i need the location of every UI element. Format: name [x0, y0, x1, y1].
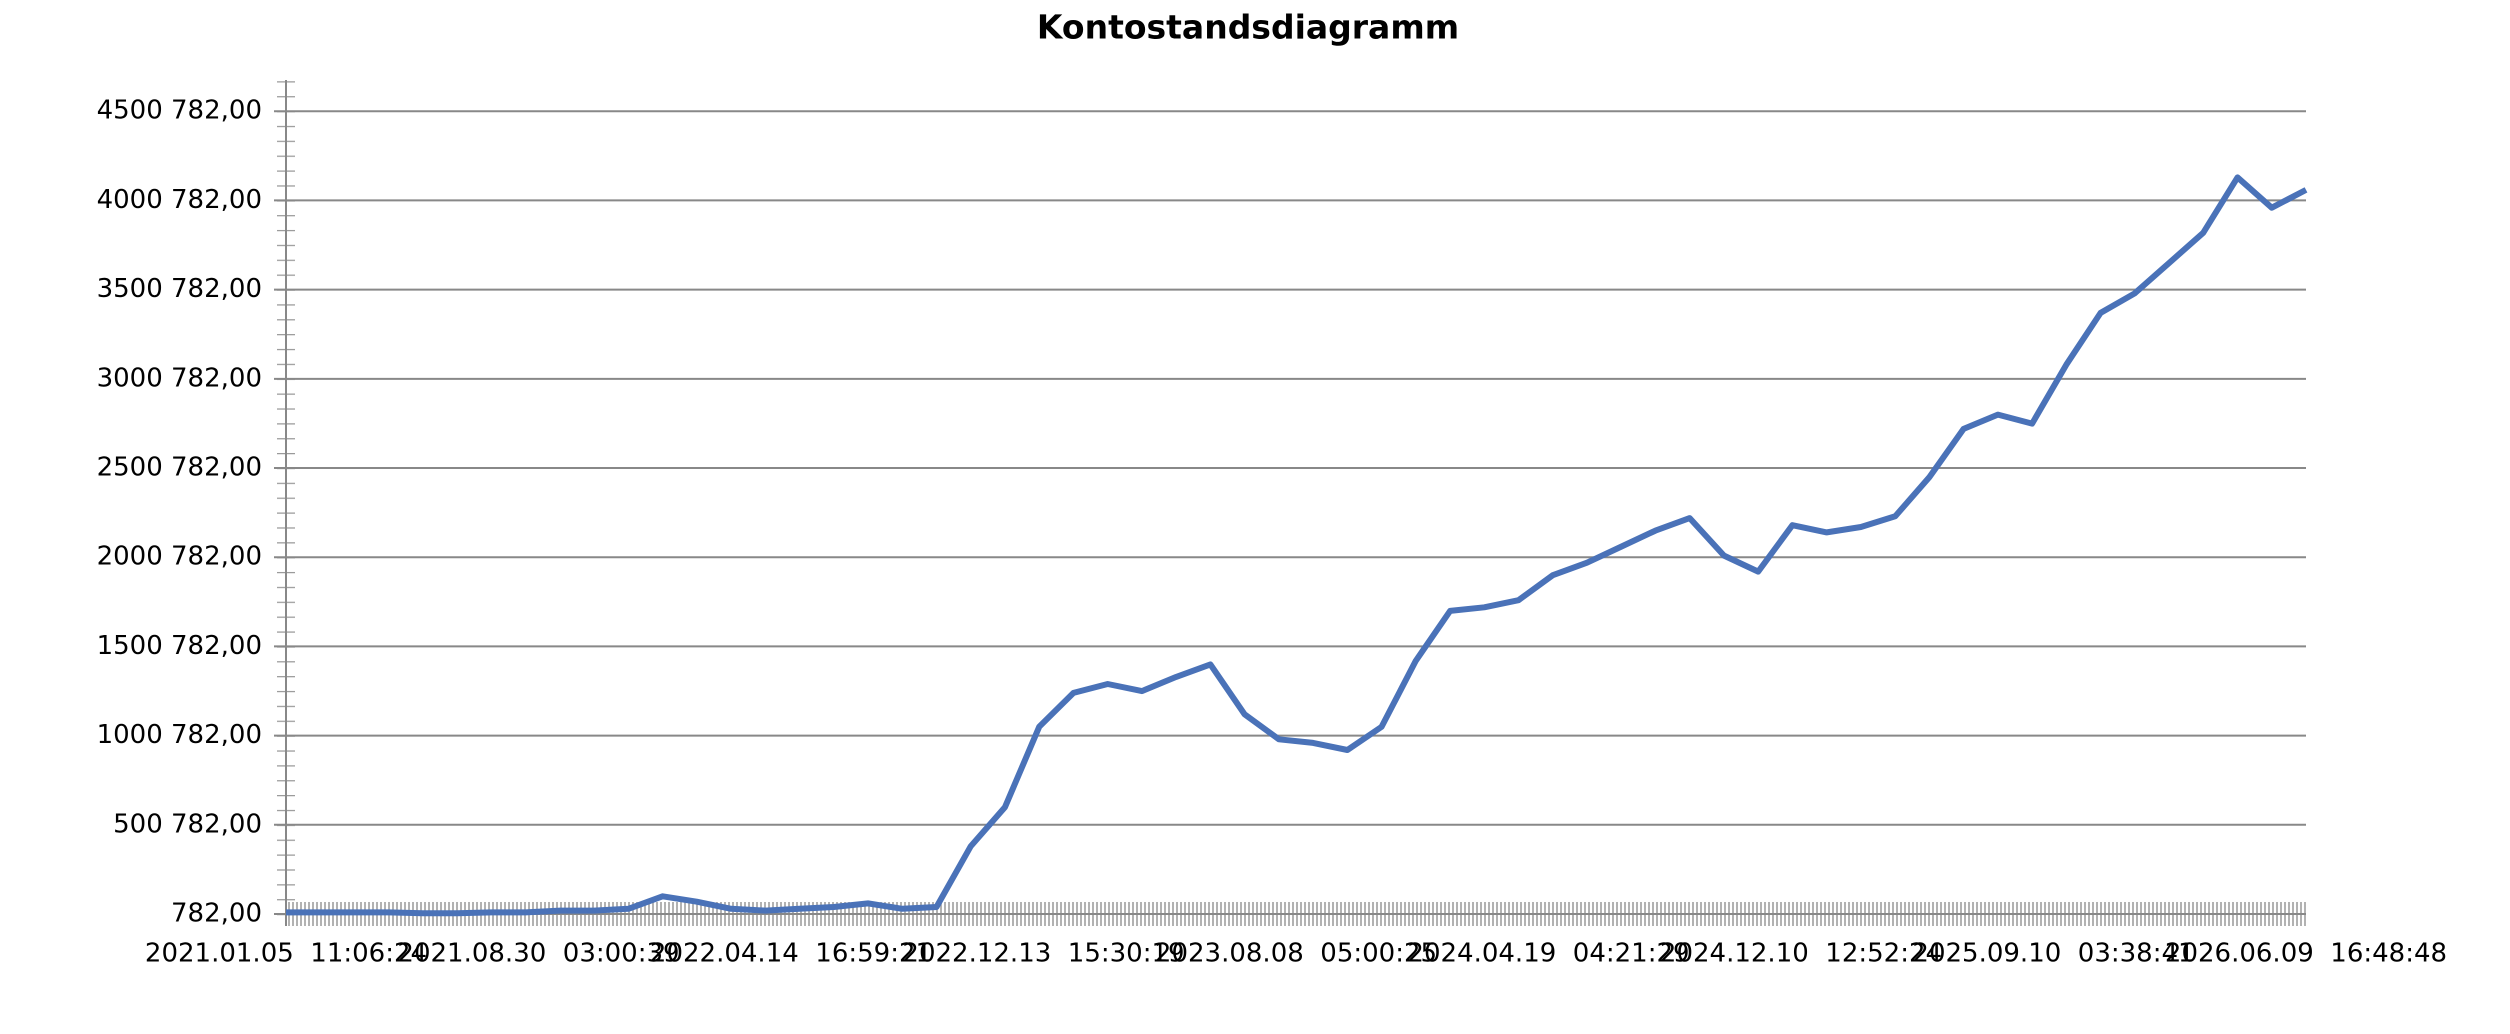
x-tick-label: 2021.01.05 11:06:24 — [145, 939, 427, 969]
x-tick-label: 2024.12.10 12:52:24 — [1660, 939, 1942, 969]
y-tick-label: 1000 782,00 — [97, 720, 262, 750]
x-tick-label: 2022.12.13 15:30:19 — [902, 939, 1184, 969]
y-tick-label: 3000 782,00 — [97, 363, 262, 393]
y-tick-label: 782,00 — [171, 899, 262, 929]
chart-title: Kontostandsdiagramm — [1037, 8, 1459, 47]
y-tick-label: 2500 782,00 — [97, 453, 262, 483]
x-tick-label: 2025.09.10 03:38:41 — [1912, 939, 2194, 969]
y-tick-label: 2000 782,00 — [97, 542, 262, 572]
x-tick-label: 2026.06.09 16:48:48 — [2165, 939, 2447, 969]
x-tick-label: 2021.08.30 03:00:39 — [397, 939, 679, 969]
y-tick-label: 3500 782,00 — [97, 274, 262, 304]
x-tick-label: 2022.04.14 16:59:21 — [650, 939, 932, 969]
y-tick-label: 4000 782,00 — [97, 185, 262, 215]
y-tick-label: 500 782,00 — [113, 809, 262, 839]
y-tick-label: 4500 782,00 — [97, 96, 262, 126]
x-tick-label: 2024.04.19 04:21:29 — [1407, 939, 1689, 969]
x-tick-label: 2023.08.08 05:00:25 — [1155, 939, 1437, 969]
y-tick-label: 1500 782,00 — [97, 631, 262, 661]
data-line — [286, 174, 2308, 917]
